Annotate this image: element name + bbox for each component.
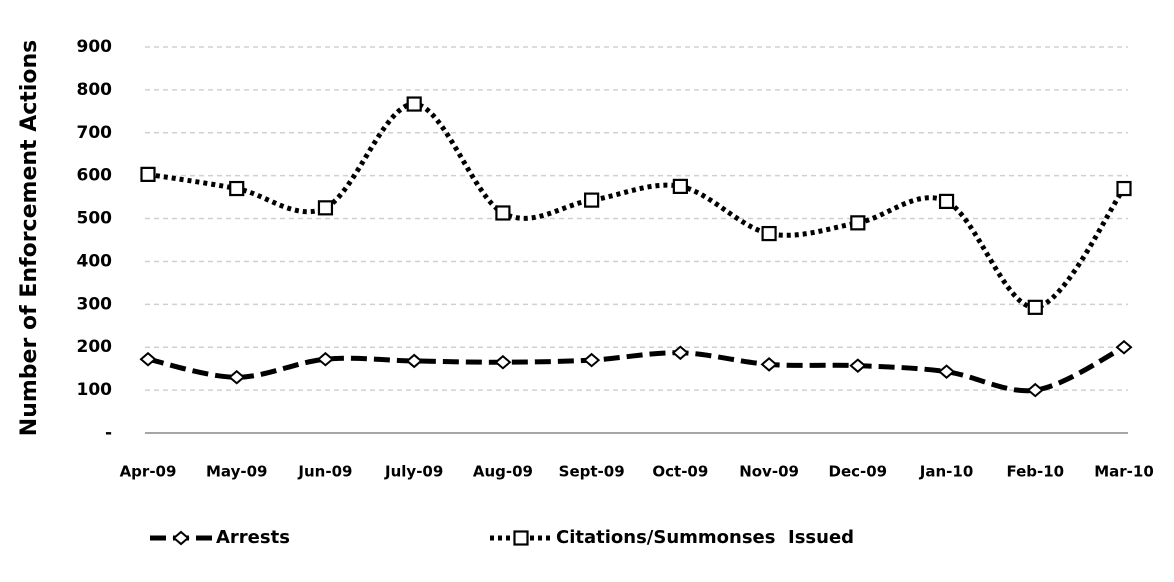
data-point [139,351,157,367]
legend-marker [513,530,529,546]
x-tick-label: Oct-09 [652,463,708,481]
x-tick-label: May-09 [206,463,267,481]
y-tick-label: - [105,423,112,443]
y-tick-label: 700 [77,123,113,143]
y-tick-label: 100 [77,380,113,400]
data-point [849,358,867,373]
x-tick-label: Jan-10 [919,463,973,481]
data-point [229,180,245,197]
data-point [584,192,600,208]
series-line [147,344,1126,394]
data-point [1115,339,1133,355]
data-point [495,205,511,221]
data-point [1026,382,1044,398]
data-point [761,225,777,242]
data-point [671,345,689,361]
data-point [1027,299,1043,315]
x-tick-label: Nov-09 [739,463,799,481]
data-point [406,96,422,112]
x-tick-label: Aug-09 [473,463,533,481]
x-tick-label: Sept-09 [559,463,625,481]
series-line [147,101,1127,310]
x-tick-label: Apr-09 [120,463,177,481]
data-point [405,353,423,369]
y-axis-label: Number of Enforcement Actions [17,40,42,436]
y-tick-label: 300 [77,294,113,314]
data-point [317,200,334,216]
data-point [938,193,955,209]
legend-label: Arrests [216,527,290,548]
x-tick-label: July-09 [384,463,443,481]
data-point [228,369,246,385]
y-tick-label: 900 [77,37,113,57]
y-tick-label: 500 [77,209,113,229]
data-point [850,215,866,231]
data-point [760,357,778,372]
x-tick-label: Feb-10 [1006,463,1064,481]
data-point [672,178,688,194]
x-tick-label: Dec-09 [829,463,888,481]
y-tick-label: 200 [77,337,113,357]
data-point [583,352,601,368]
y-tick-label: 600 [77,166,113,186]
legend-marker [172,530,190,546]
x-tick-label: Mar-10 [1094,463,1154,481]
data-point [494,354,512,370]
data-point [1116,180,1132,197]
y-tick-label: 400 [77,251,113,271]
y-tick-label: 800 [77,80,113,100]
data-point [140,166,156,182]
data-point [316,351,334,367]
legend-label: Citations/Summonses Issued [556,527,854,548]
x-tick-label: Jun-09 [297,463,352,481]
data-point [938,364,956,379]
